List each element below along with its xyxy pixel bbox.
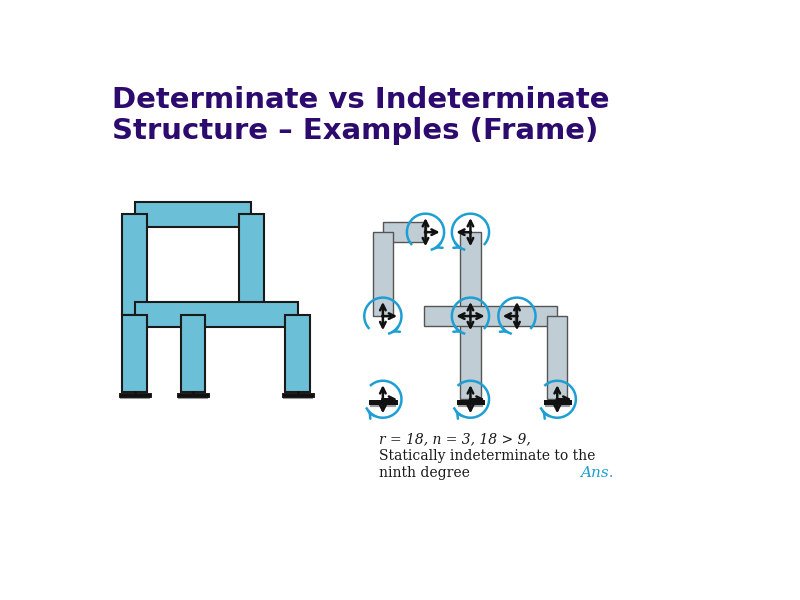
Bar xyxy=(122,314,147,392)
Text: Ans.: Ans. xyxy=(581,466,614,480)
Text: Structure – Examples (Frame): Structure – Examples (Frame) xyxy=(112,116,598,145)
Text: Statically indeterminate to the: Statically indeterminate to the xyxy=(379,449,595,463)
Bar xyxy=(547,316,567,399)
Text: r = 18, n = 3, 18 > 9,: r = 18, n = 3, 18 > 9, xyxy=(379,433,530,446)
Bar xyxy=(238,214,263,314)
Bar xyxy=(135,302,298,327)
Bar xyxy=(135,202,251,227)
Bar xyxy=(373,232,393,316)
Bar xyxy=(460,232,481,399)
Bar xyxy=(122,214,147,314)
Text: ninth degree: ninth degree xyxy=(379,466,470,480)
Bar xyxy=(286,314,310,392)
Text: Determinate vs Indeterminate: Determinate vs Indeterminate xyxy=(112,86,609,114)
Bar xyxy=(383,222,426,242)
Bar xyxy=(424,306,517,326)
Bar xyxy=(514,306,558,326)
Bar xyxy=(181,314,206,392)
